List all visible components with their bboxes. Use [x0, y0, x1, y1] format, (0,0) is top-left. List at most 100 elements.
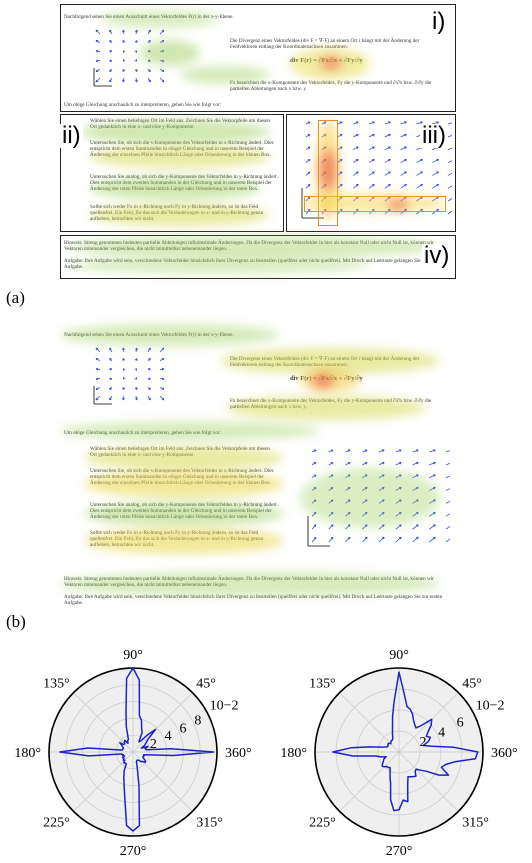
instruction-text-2: Um obige Gleichung anschaulich zu interp…: [64, 430, 222, 436]
polar-grid-spoke: [132, 692, 193, 753]
vector-arrow: [432, 121, 439, 125]
vector-arrowhead: [134, 69, 138, 72]
vector-arrow: [159, 29, 165, 35]
vector-arrowhead: [148, 368, 151, 371]
vector-arrow: [395, 449, 402, 453]
vector-arrowhead: [95, 69, 99, 72]
vector-arrow: [345, 511, 351, 517]
vector-arrowhead: [109, 59, 112, 62]
vector-arrow: [384, 159, 391, 163]
vector-arrow: [361, 524, 368, 530]
vector-arrowhead: [347, 499, 351, 503]
vector-arrow: [412, 499, 419, 504]
vector-arrowhead: [381, 474, 385, 477]
vector-arrowhead: [436, 171, 439, 174]
vector-arrowhead: [109, 347, 112, 351]
vector-arrow: [361, 511, 368, 517]
vector-arrowhead: [95, 397, 99, 401]
vector-arrow: [395, 511, 402, 517]
vector-field-small-b: [88, 346, 165, 408]
vector-arrow: [311, 512, 317, 517]
vector-arrow: [378, 511, 385, 517]
formula-2: div F(r) = ∂Fx/∂x + ∂Fy/∂y: [290, 375, 363, 382]
vector-arrowhead: [381, 499, 385, 502]
polar-grid-spoke: [398, 751, 459, 812]
vector-arrow: [447, 183, 455, 189]
polar-radial-tick-label: 2: [150, 737, 157, 752]
vector-arrowhead: [399, 524, 402, 527]
vector-arrowhead: [404, 183, 407, 187]
vector-arrowhead: [356, 121, 359, 124]
vector-arrow: [384, 121, 391, 125]
vector-arrowhead: [330, 486, 334, 490]
vector-arrow: [159, 395, 165, 401]
polar-radial-tick-label: 4: [438, 725, 445, 740]
polar-angle-label: 45°: [462, 677, 482, 692]
vector-arrowhead: [388, 146, 391, 149]
polar-angle-label: 90°: [389, 648, 409, 663]
vector-arrowhead: [109, 69, 112, 72]
vector-arrowhead: [161, 29, 165, 33]
vector-arrowhead: [148, 387, 151, 390]
slide-frame-top: [60, 4, 456, 112]
polar-radial-tick-label: 8: [194, 713, 201, 728]
polar-angle-label: 270°: [120, 844, 147, 859]
vector-arrowhead: [135, 79, 138, 83]
vector-arrowhead: [313, 511, 317, 515]
vector-arrowhead: [356, 146, 359, 149]
vector-arrow: [447, 208, 455, 215]
vector-arrowhead: [109, 29, 112, 33]
component-text: Fx bezeichnet die x-Komponente des Vekto…: [230, 80, 432, 93]
vector-arrowhead: [388, 158, 391, 162]
polar-angle-label: 135°: [43, 677, 70, 692]
vector-arrowhead: [148, 358, 151, 361]
vector-arrow: [311, 524, 317, 530]
vector-arrowhead: [356, 133, 359, 137]
vector-arrowhead: [135, 29, 138, 33]
vector-arrowhead: [364, 461, 368, 465]
vector-arrow: [429, 511, 436, 517]
vector-arrow: [429, 499, 436, 504]
divergence-text-2: Die Divergenz eines Vektorfeldes (div F …: [230, 356, 420, 369]
vector-arrow: [345, 462, 351, 466]
vector-arrowhead: [134, 376, 138, 380]
intro-text-2: Nachfolgend sehen Sie einen Ausschnitt e…: [64, 332, 234, 338]
vector-arrow: [400, 134, 407, 138]
vector-arrowhead: [109, 397, 112, 401]
vector-arrowhead: [420, 183, 423, 187]
bullet-4: Sollte sich weder Fx in x-Richtung noch …: [90, 204, 264, 223]
vector-arrow: [384, 134, 391, 138]
vector-arrowhead: [416, 474, 419, 477]
vector-arrowhead: [161, 367, 165, 371]
vector-arrow: [378, 462, 385, 466]
vector-arrow: [395, 524, 402, 530]
vector-arrow: [353, 121, 359, 125]
vector-arrowhead: [95, 40, 99, 43]
slide-frame-bottom: [60, 235, 456, 279]
vector-arrowhead: [330, 462, 334, 465]
vector-arrow: [328, 499, 334, 504]
vector-arrowhead: [404, 146, 407, 149]
vector-arrowhead: [134, 40, 138, 43]
vector-arrowhead: [161, 79, 165, 83]
vector-arrow: [95, 395, 101, 401]
polar-radial-tick-label: 6: [180, 721, 187, 736]
vector-arrowhead: [433, 536, 436, 540]
vector-arrowhead: [148, 50, 151, 53]
vector-arrow: [368, 121, 375, 125]
vector-arrowhead: [134, 50, 138, 54]
vector-arrowhead: [381, 524, 385, 527]
vector-arrow: [353, 159, 359, 163]
vector-arrowhead: [372, 171, 375, 174]
vector-arrowhead: [420, 121, 423, 124]
vector-arrow: [400, 159, 407, 163]
vector-arrowhead: [109, 387, 112, 390]
vector-arrowhead: [399, 499, 402, 502]
vector-arrow: [447, 121, 455, 125]
vector-arrowhead: [109, 358, 112, 361]
vector-arrowhead: [381, 486, 385, 490]
vector-arrow: [362, 499, 368, 504]
vector-arrow: [345, 487, 351, 491]
vector-arrowhead: [436, 183, 439, 187]
